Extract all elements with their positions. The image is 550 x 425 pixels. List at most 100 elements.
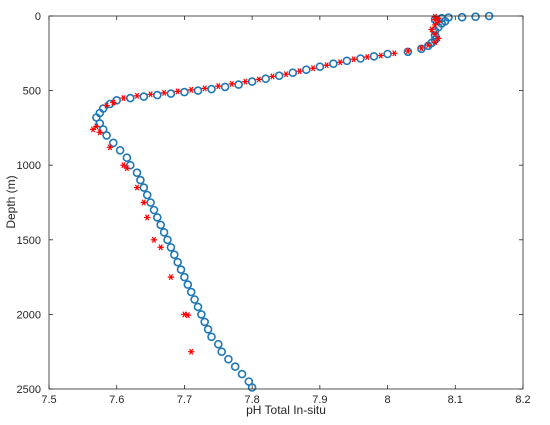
data-point-circle [180, 87, 189, 97]
data-point-circle [224, 354, 233, 364]
data-point-circle [166, 243, 176, 252]
y-tick-label: 500 [23, 86, 41, 98]
data-point-circle [122, 153, 132, 162]
data-point-circle [112, 96, 121, 105]
data-point-asterisk [201, 85, 208, 92]
data-point-circle [234, 80, 243, 89]
y-tick-label: 1000 [17, 160, 41, 172]
data-point-asterisk [350, 56, 357, 63]
data-point-circle [136, 175, 145, 185]
data-point-asterisk [377, 52, 384, 59]
data-point-asterisk [174, 88, 181, 95]
data-point-circle [200, 317, 209, 327]
data-point-asterisk [110, 99, 117, 106]
data-point-circle [170, 250, 179, 259]
series-circles [92, 11, 494, 392]
data-point-circle [342, 56, 352, 66]
y-tick-label: 2000 [17, 309, 41, 321]
data-point-asterisk [96, 129, 103, 136]
data-point-asterisk [418, 45, 425, 52]
data-point-asterisk [181, 311, 188, 318]
data-point-circle [126, 160, 135, 170]
data-point-asterisk [133, 92, 141, 99]
data-point-circle [457, 12, 467, 22]
data-point-circle [183, 280, 193, 289]
x-tick-label: 8 [385, 394, 391, 406]
data-point-circle [139, 183, 149, 192]
x-tick-label: 7.5 [41, 394, 56, 406]
data-point-circle [274, 71, 284, 80]
data-point-circle [247, 77, 257, 86]
data-point-asterisk [93, 123, 100, 130]
data-point-asterisk [184, 312, 192, 319]
data-point-circle [315, 62, 325, 71]
data-point-circle [153, 90, 162, 100]
y-tick-label: 1500 [17, 235, 41, 247]
data-point-circle [142, 190, 152, 200]
data-point-circle [109, 138, 118, 148]
data-point-asterisk [150, 236, 158, 243]
data-point-asterisk [89, 126, 97, 133]
data-point-circle [159, 228, 169, 237]
data-point-asterisk [143, 214, 151, 221]
data-point-asterisk [269, 73, 276, 80]
data-point-asterisk [147, 91, 154, 98]
data-point-asterisk [133, 184, 141, 191]
data-point-circle [203, 324, 213, 334]
data-point-circle [301, 65, 311, 74]
data-point-asterisk [120, 94, 127, 102]
data-point-asterisk [157, 244, 164, 251]
data-point-asterisk [404, 47, 412, 55]
data-point-circle [126, 93, 135, 103]
data-point-asterisk [123, 165, 131, 172]
data-point-circle [105, 99, 115, 109]
data-point-circle [356, 54, 365, 63]
data-point-circle [261, 74, 271, 83]
data-point-circle [369, 51, 379, 61]
data-point-circle [237, 369, 247, 379]
data-point-asterisk [215, 83, 222, 90]
x-tick-label: 7.8 [244, 394, 259, 406]
x-tick-label: 7.6 [109, 394, 124, 406]
data-point-circle [217, 347, 226, 357]
plot-area-frame [48, 15, 524, 390]
data-point-asterisk [103, 102, 110, 109]
data-point-circle [247, 383, 257, 392]
x-axis-label: pH Total In-situ [246, 403, 326, 417]
data-point-asterisk [435, 35, 442, 42]
data-point-circle [430, 31, 440, 40]
y-axis-label: Depth (m) [4, 175, 18, 228]
data-point-asterisk [255, 76, 263, 83]
data-point-circle [383, 49, 392, 59]
y-axis-ticks: 0 500 1000 1500 2000 2500 [17, 11, 523, 396]
data-point-circle [132, 168, 142, 177]
y-tick-label: 2500 [17, 384, 41, 396]
data-point-asterisk [140, 199, 147, 206]
data-point-asterisk [167, 274, 175, 281]
data-point-circle [207, 84, 216, 94]
data-point-circle [166, 89, 176, 98]
data-point-asterisk [364, 53, 371, 61]
series-asterisks [89, 13, 442, 355]
x-axis-ticks: 7.5 7.6 7.7 7.8 7.9 8 8.1 8.2 [41, 16, 531, 406]
data-point-circle [214, 339, 223, 349]
data-point-circle [139, 92, 149, 101]
data-point-circle [146, 198, 155, 207]
y-tick-label: 0 [35, 11, 41, 23]
data-point-circle [193, 302, 203, 312]
data-point-circle [471, 12, 480, 22]
plot-area-background [49, 16, 523, 389]
data-point-circle [173, 257, 182, 267]
data-point-asterisk [120, 162, 127, 169]
x-tick-label: 8.1 [448, 394, 463, 406]
data-point-asterisk [228, 80, 236, 87]
data-point-circle [230, 362, 240, 371]
data-point-circle [176, 265, 186, 274]
data-point-circle [220, 82, 230, 92]
data-point-asterisk [428, 26, 435, 33]
data-point-circle [417, 44, 426, 54]
data-point-asterisk [242, 78, 249, 85]
data-point-asterisk [391, 50, 398, 57]
